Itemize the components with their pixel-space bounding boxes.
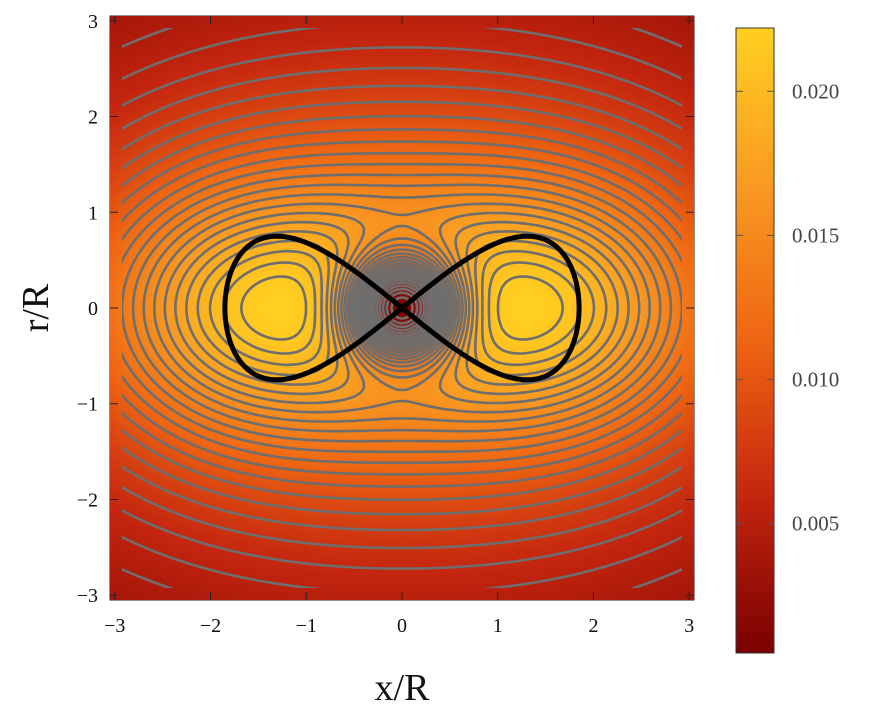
contour-level-12 (122, 128, 682, 488)
contour-level-7 (122, 46, 682, 570)
contour-level-19 (153, 202, 651, 414)
contour-level-4 (378, 284, 426, 332)
contour-level-10 (122, 100, 682, 516)
contour-level-14 (122, 151, 682, 465)
x-tick-label: −2 (200, 615, 221, 637)
contour-level-22 (185, 230, 619, 386)
contour-level-25 (222, 261, 582, 355)
figure-eight-boundary (222, 233, 582, 383)
y-axis-ticks: −3 −2 −1 0 1 2 3 (77, 11, 694, 607)
contour-lines (122, 28, 682, 588)
contour-level-11 (122, 114, 682, 502)
colorbar: 0.005 0.010 0.015 0.020 (735, 27, 839, 654)
contour-level-23 (196, 239, 608, 377)
contour-level-20 (163, 211, 641, 405)
contour-level-17 (131, 183, 673, 433)
contour-level-18 (142, 193, 662, 423)
x-tick-label: 0 (397, 615, 407, 637)
plot-area (109, 15, 695, 601)
contour-level-24 (208, 249, 596, 367)
contour-level-15 (122, 162, 682, 454)
x-tick-label: 2 (588, 615, 598, 637)
colorbar-tick-label: 0.010 (792, 367, 839, 391)
x-tick-label: −1 (296, 615, 317, 637)
contour-level-8 (122, 66, 682, 550)
y-tick-label: −2 (77, 489, 98, 511)
colorbar-tick-label: 0.020 (792, 79, 839, 103)
contour-level-6 (122, 28, 682, 588)
contour-level-21 (174, 220, 630, 396)
y-tick-label: 1 (88, 202, 98, 224)
colorbar-tick-label: 0.015 (792, 223, 839, 247)
y-tick-label: −3 (77, 585, 98, 607)
y-tick-label: 2 (88, 107, 98, 129)
contour-level-9 (122, 84, 682, 532)
y-tick-label: 0 (88, 298, 98, 320)
contour-level-13 (122, 140, 682, 476)
y-tick-label: 3 (88, 11, 98, 33)
colorbar-gradient (735, 27, 775, 654)
y-axis-label: r/R (15, 283, 57, 332)
contour-level-26 (240, 275, 564, 341)
x-axis-label: x/R (375, 667, 431, 709)
colorbar-ticks: 0.005 0.010 0.015 0.020 (736, 79, 839, 535)
y-tick-label: −1 (77, 394, 98, 416)
x-tick-label: 1 (493, 615, 503, 637)
x-tick-label: 3 (684, 615, 694, 637)
contour-level-16 (122, 173, 682, 443)
contour-level-5 (122, 28, 682, 588)
colorbar-tick-label: 0.005 (792, 511, 839, 535)
x-axis-ticks: −3 −2 −1 0 1 2 3 (104, 16, 694, 637)
x-tick-label: −3 (104, 615, 125, 637)
